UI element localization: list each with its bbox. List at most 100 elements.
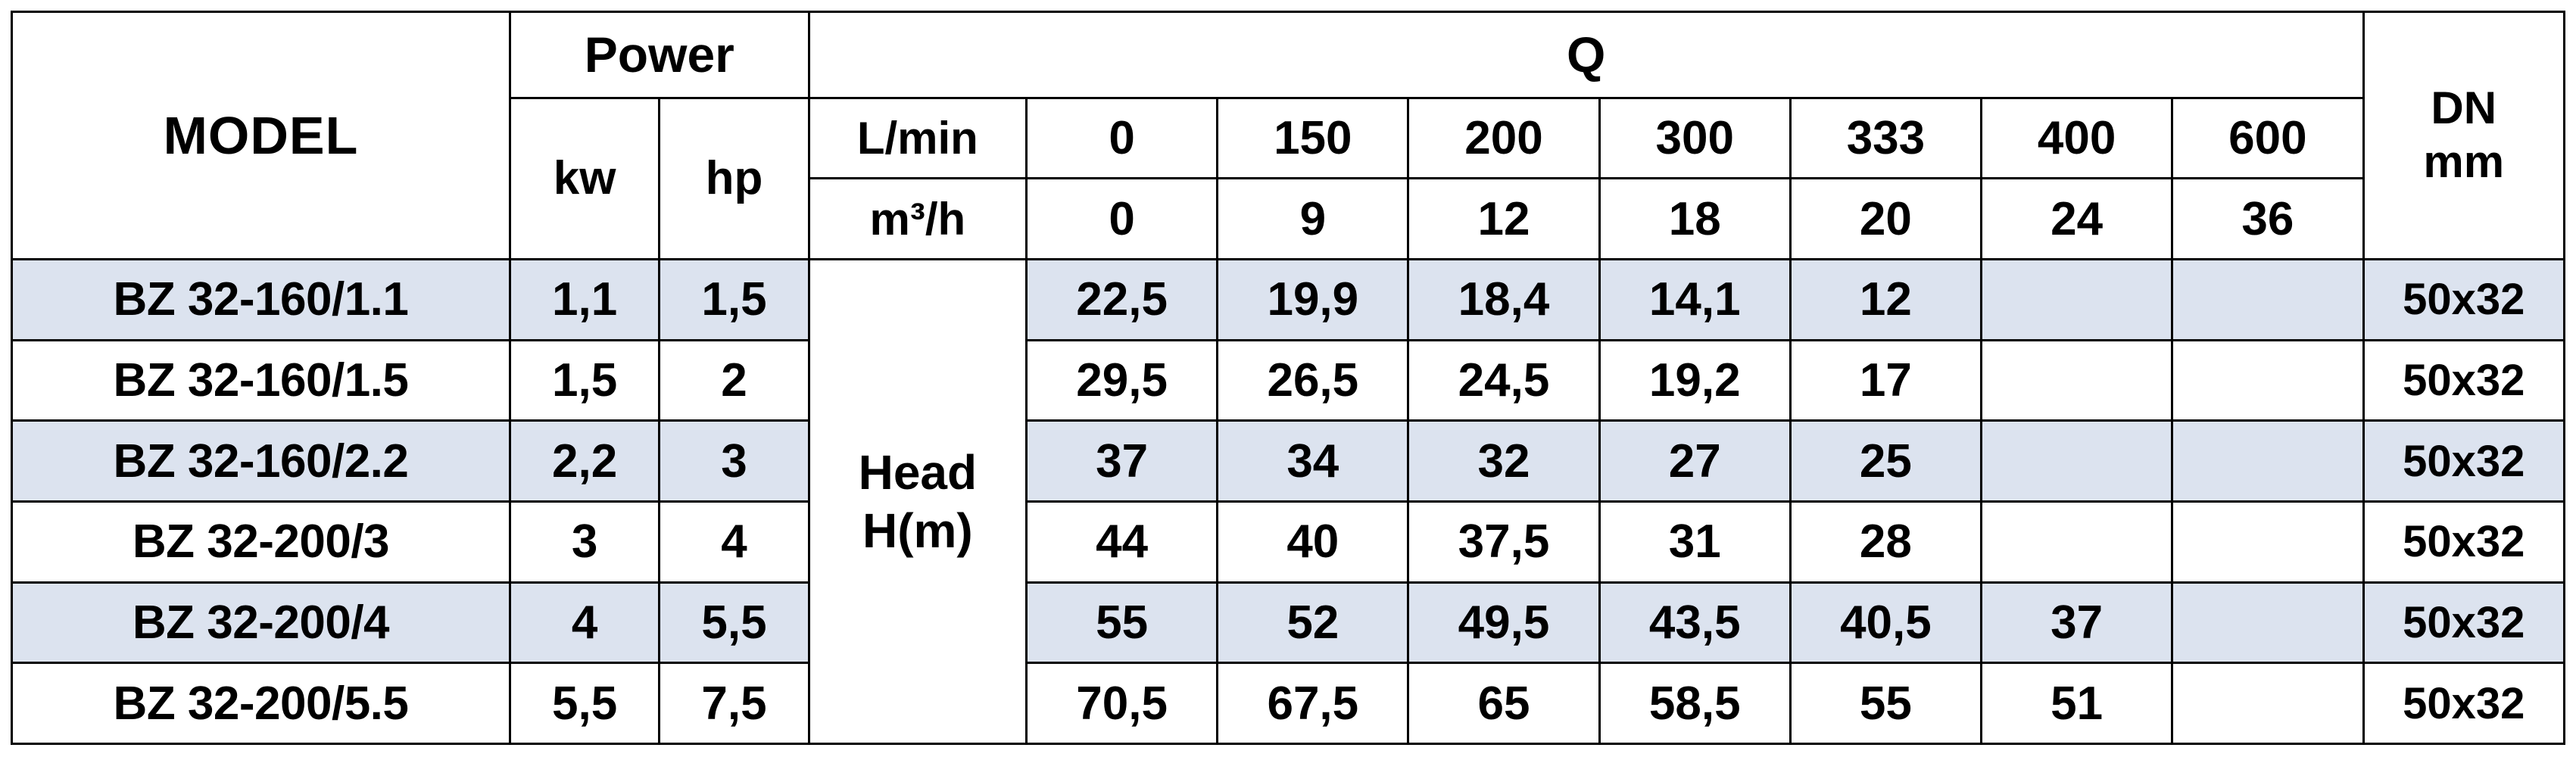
header-flow-m3h: 24 [1980,177,2174,261]
head-label-line2: H(m) [862,503,973,558]
cell-head-value: 52 [1216,581,1410,665]
header-unit-m3h: m³/h [807,177,1028,261]
header-flow-m3h: 12 [1407,177,1601,261]
cell-power-hp: 5,5 [658,581,810,665]
header-dn-unit: mm [2423,136,2505,188]
cell-head-value: 19,2 [1598,338,1792,422]
cell-head-value: 65 [1407,662,1601,745]
header-flow-lmin: 200 [1407,96,1601,180]
table-row: BZ 32-160/1.1 1,1 1,5 Head H(m) 22,5 19,9 18,4 1… [11,258,2566,745]
cell-head-empty [1980,419,2174,503]
cell-head-value: 58,5 [1598,662,1792,745]
cell-head-empty [2171,581,2365,665]
cell-head-value: 70,5 [1024,662,1219,745]
cell-head-empty [2171,662,2365,745]
cell-power-kw: 5,5 [508,662,661,745]
header-flow-m3h: 0 [1024,177,1219,261]
cell-power-hp: 7,5 [658,662,810,745]
header-unit-kw: kw [508,96,661,261]
cell-dn: 50x32 [2362,258,2566,341]
cell-model: BZ 32-200/3 [11,500,511,584]
cell-power-kw: 2,2 [508,419,661,503]
cell-power-hp: 1,5 [658,258,810,341]
cell-power-kw: 1,5 [508,338,661,422]
cell-head-value: 51 [1980,662,2174,745]
header-flow-m3h: 20 [1789,177,1983,261]
cell-model: BZ 32-160/1.5 [11,338,511,422]
header-unit-lmin: L/min [807,96,1028,180]
cell-power-hp: 2 [658,338,810,422]
cell-head-value: 12 [1789,258,1983,341]
cell-head-value: 55 [1789,662,1983,745]
cell-head-value: 17 [1789,338,1983,422]
cell-head-value: 34 [1216,419,1410,503]
header-dn: DN mm [2362,10,2566,261]
cell-head-value: 25 [1789,419,1983,503]
cell-dn: 50x32 [2362,419,2566,503]
cell-head-empty [2171,338,2365,422]
table-row: BZ 32-160/2.2 2,2 3 37 34 32 27 25 50x32 [11,419,2566,503]
header-flow-m3h: 18 [1598,177,1792,261]
cell-head-value: 55 [1024,581,1219,665]
header-flow-lmin: 600 [2171,96,2365,180]
cell-power-kw: 4 [508,581,661,665]
table-row: BZ 32-160/1.5 1,5 2 29,5 26,5 24,5 19,2 17 50x32 [11,338,2566,422]
cell-head-value: 27 [1598,419,1792,503]
cell-model: BZ 32-160/2.2 [11,419,511,503]
cell-head-empty [2171,419,2365,503]
cell-power-kw: 1,1 [508,258,661,341]
cell-head-empty [2171,258,2365,341]
head-label: Head H(m) [807,258,1028,745]
head-label-line1: Head [858,444,978,500]
cell-head-value: 43,5 [1598,581,1792,665]
header-power: Power [508,11,810,99]
table-row: BZ 32-200/4 4 5,5 55 52 49,5 43,5 40,5 37 50x32 [11,581,2566,665]
cell-head-value: 44 [1024,500,1219,584]
cell-head-value: 40 [1216,500,1410,584]
cell-dn: 50x32 [2362,338,2566,422]
cell-head-empty [1980,500,2174,584]
cell-dn: 50x32 [2362,662,2566,745]
cell-head-value: 67,5 [1216,662,1410,745]
cell-model: BZ 32-200/5.5 [11,662,511,745]
table-row: BZ 32-200/5.5 5,5 7,5 70,5 67,5 65 58,5 55 51 50x… [11,662,2566,745]
cell-head-empty [1980,338,2174,422]
header-row-lmin: kw hp L/min 0 150 200 300 333 400 600 [12,96,2565,261]
cell-head-value: 26,5 [1216,338,1410,422]
cell-head-value: 18,4 [1407,258,1601,341]
header-flow-m3h: 36 [2171,177,2365,261]
header-row-m3h: m³/h 0 9 12 18 20 24 36 [12,177,2565,261]
cell-power-kw: 3 [508,500,661,584]
cell-head-value: 14,1 [1598,258,1792,341]
cell-head-value: 29,5 [1024,338,1219,422]
cell-head-value: 49,5 [1407,581,1601,665]
cell-head-value: 28 [1789,500,1983,584]
cell-dn: 50x32 [2362,500,2566,584]
cell-head-empty [2171,500,2365,584]
header-row-top: MODEL Power Q DN mm [11,10,2566,261]
table-row: BZ 32-200/3 3 4 44 40 37,5 31 28 50x32 [11,500,2566,584]
cell-head-value: 22,5 [1024,258,1219,341]
cell-head-value: 19,9 [1216,258,1410,341]
cell-model: BZ 32-200/4 [11,581,511,665]
header-dn-label: DN [2431,83,2497,134]
pump-specification-table: MODEL Power Q DN mm kw hp L/min 0 150 200 300 333 400… [11,10,2566,745]
header-flow-lmin: 400 [1980,96,2174,180]
cell-model: BZ 32-160/1.1 [11,258,511,341]
cell-head-empty [1980,258,2174,341]
header-flow-lmin: 333 [1789,96,1983,180]
cell-head-value: 37 [1980,581,2174,665]
table-body: MODEL Power Q DN mm kw hp L/min 0 150 200 300 333 400… [11,10,2566,745]
cell-head-value: 40,5 [1789,581,1983,665]
header-flow-m3h: 9 [1216,177,1410,261]
header-model: MODEL [11,10,511,261]
header-flow-lmin: 300 [1598,96,1792,180]
header-flow-lmin: 150 [1216,96,1410,180]
cell-head-value: 37 [1024,419,1219,503]
header-unit-hp: hp [658,96,810,261]
cell-head-value: 37,5 [1407,500,1601,584]
cell-head-value: 31 [1598,500,1792,584]
cell-power-hp: 3 [658,419,810,503]
cell-head-value: 32 [1407,419,1601,503]
